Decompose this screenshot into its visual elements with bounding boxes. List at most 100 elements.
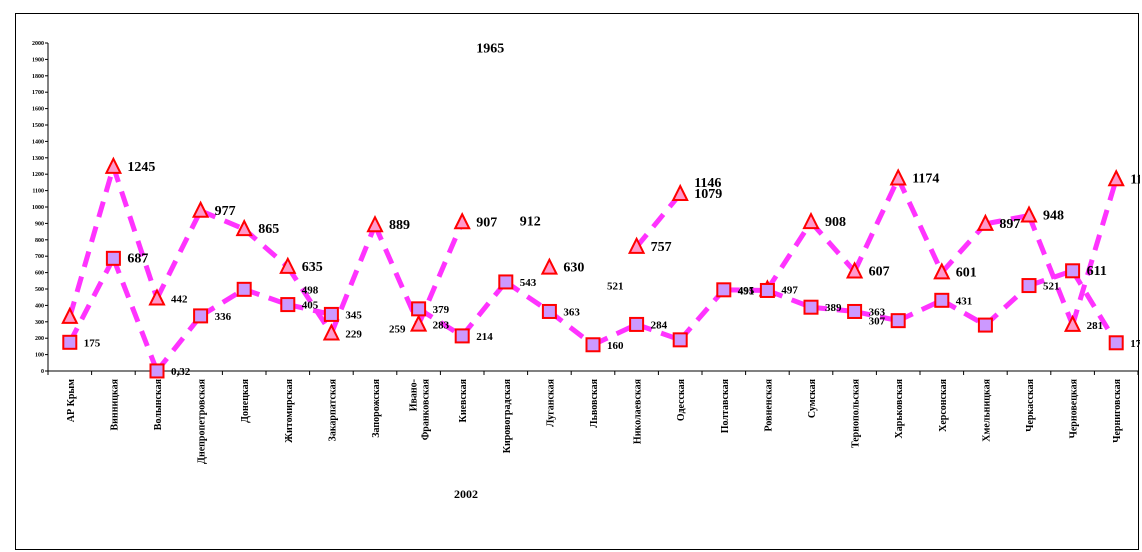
data-label: 345 [345,309,362,321]
y-tick-label: 100 [35,353,44,359]
square-point [541,303,557,319]
y-tick-label: 1100 [32,189,44,195]
triangle-point [845,261,864,279]
data-label: 1174 [912,171,939,186]
chart-frame: 0 100 200 300 400 500 600 700 800 900 1000 1100 1200… [15,13,1140,550]
series-line-segment [285,265,334,335]
x-tick-label: Львовская [589,378,600,427]
x-tick-label: Луганская [545,378,556,427]
x-tick-label: Хмельницкая [981,378,992,441]
data-label: 607 [869,264,890,279]
data-label: 977 [215,204,236,219]
data-label: 889 [389,218,410,233]
x-tick-label: Волынская [153,378,164,430]
triangle-point [104,156,123,174]
x-tick-label: Черниговская [1112,378,1123,442]
y-tick-label: 1600 [32,107,44,113]
y-tick-label: 2000 [32,41,44,47]
series-line-segment [634,192,683,249]
series-line-segment [852,177,901,273]
axes: 0 100 200 300 400 500 600 700 800 900 1000 1100 1200… [32,41,1139,464]
series-line-segment [154,209,203,300]
x-tick-label: Кировоградская [502,378,513,453]
series-line-segment [1026,214,1075,326]
x-tick-label: Житомирская [284,378,295,442]
triangle-point [802,211,820,230]
x-tick-label: Николаевская [633,378,644,444]
x-tick-label: Черкасская [1025,378,1036,431]
y-tick-label: 1900 [32,57,44,63]
square-point [585,337,601,353]
data-label: 0,32 [171,366,191,378]
data-label: 442 [171,294,188,306]
triangle-point [976,213,995,231]
y-tick-label: 300 [35,320,44,326]
y-tick-label: 1300 [32,156,44,162]
line-chart: 0 100 200 300 400 500 600 700 800 900 1000 1100 1200… [32,41,1140,501]
x-tick-label: Полтавская [720,378,731,433]
x-tick-label: Запорожская [371,378,382,437]
data-label: 908 [825,215,846,230]
y-tick-label: 0 [41,369,44,375]
data-label: 160 [607,340,624,352]
data-label: 1245 [127,160,155,175]
data-label: 497 [781,284,798,296]
data-label: 363 [563,306,580,318]
data-label: 172 [1130,338,1140,350]
series-line-segment [416,221,465,326]
square-point [411,301,427,317]
square-point [323,306,339,322]
triangle-point [889,168,907,186]
square-point [193,308,209,324]
x-axis-label: 2002 [454,487,478,501]
triangle-point [279,256,297,274]
data-labels: 175 1245 687 442 0,32 977 336 865 498 635 405 345 22… [84,42,1140,378]
square-point [803,299,819,315]
square-point [847,303,863,319]
triangle-point [61,306,79,324]
data-label: 601 [956,265,977,280]
y-tick-label: 700 [35,254,44,260]
y-tick-label: 500 [35,287,44,293]
x-tick-label: Киевская [458,378,469,422]
data-label: 907 [476,215,497,230]
x-tick-label: Херсонская [938,378,949,431]
series-line-segment [111,257,160,372]
data-label: 521 [1043,281,1060,293]
x-tick-label: Донецкая [240,378,251,422]
x-tick-label: Тернопольская [851,378,862,448]
triangle-point [322,323,341,341]
x-tick-label: Черновецкая [1069,378,1080,438]
data-label: 495 [738,285,755,297]
square-point [1108,335,1124,351]
data-label: 307 [869,316,886,328]
triangle-point [148,288,166,306]
square-point [280,297,296,313]
data-label: 175 [84,337,101,349]
triangle-point [671,183,689,202]
series-line-segment [329,224,378,335]
data-label: 281 [1087,320,1104,332]
data-label: 491 [738,285,755,297]
y-tick-label: 1800 [32,74,44,80]
data-label: 379 [433,304,450,316]
data-label: 687 [127,251,148,266]
series-layer [61,156,1125,379]
y-tick-label: 400 [35,303,44,309]
data-label: 229 [345,328,362,340]
data-label: 635 [302,260,323,275]
series-line-segment [809,220,857,274]
data-label: 214 [476,331,493,343]
data-label: 865 [258,222,279,237]
square-point [236,281,252,297]
series-line-segment [199,208,246,232]
x-tick-label: Закарпатская [327,378,338,441]
square-point [759,282,775,298]
series-line-segment [460,280,508,338]
triangle-point [933,262,951,280]
square-point [1021,278,1037,294]
triangle-point [453,212,471,230]
triangle-point [366,214,384,233]
y-tick-label: 900 [35,221,44,227]
data-label: 431 [956,295,973,307]
